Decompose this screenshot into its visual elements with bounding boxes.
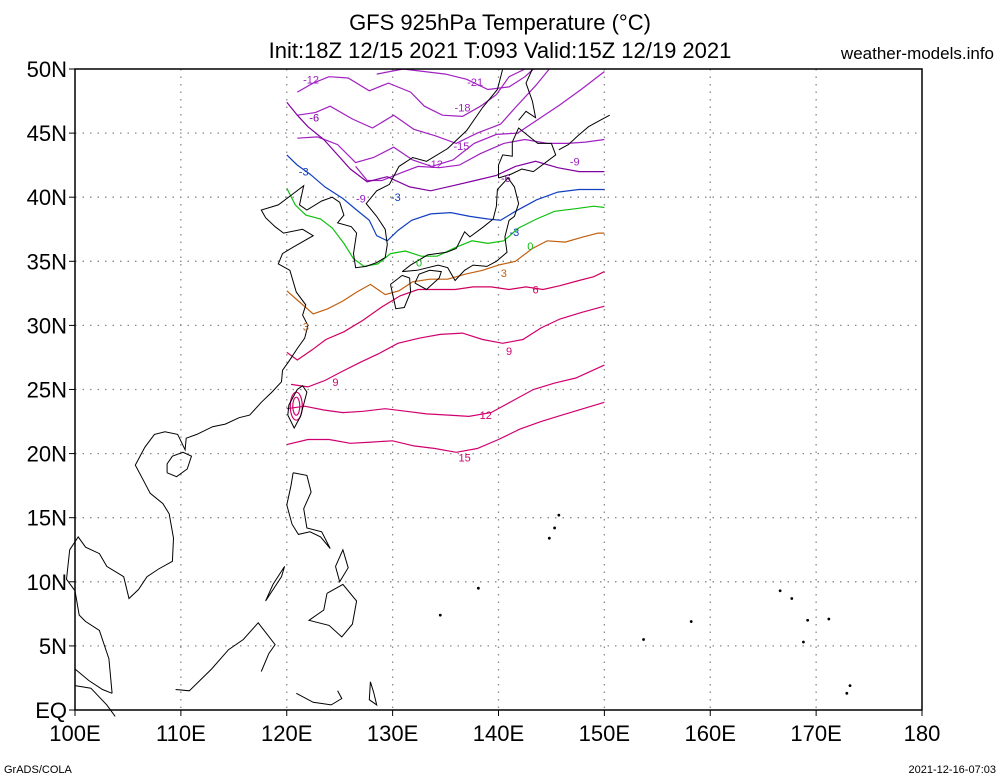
x-tick-label: 180	[904, 721, 941, 746]
footer-right: 2021-12-16-07:03	[909, 764, 996, 776]
contour-label: -15	[453, 141, 469, 153]
contour-label: 0	[416, 258, 422, 270]
contour-line	[297, 68, 526, 118]
y-tick-label: 40N	[27, 185, 67, 210]
x-tick-label: 100E	[49, 721, 100, 746]
island	[547, 536, 551, 540]
y-tick-label: EQ	[35, 698, 67, 723]
island	[848, 684, 852, 688]
y-tick-label: 25N	[27, 378, 67, 403]
coastline	[287, 384, 308, 430]
grid-lines	[75, 69, 922, 710]
map-subtitle: Init:18Z 12/15 2021 T:093 Valid:15Z 12/1…	[269, 38, 732, 63]
x-tick-label: 120E	[261, 721, 312, 746]
coastline	[296, 690, 343, 706]
island	[827, 617, 831, 621]
coastline	[401, 177, 520, 282]
contour-line	[355, 138, 605, 182]
island	[557, 513, 561, 517]
coastline	[498, 127, 557, 179]
contour-label: 3	[303, 322, 309, 334]
temperature-contours	[286, 68, 605, 453]
contour-label: -3	[391, 192, 401, 204]
x-tick-label: 160E	[685, 721, 736, 746]
contour-label: 9	[506, 346, 512, 358]
y-tick-label: 10N	[27, 570, 67, 595]
coastline	[390, 274, 412, 310]
contour-line	[297, 71, 605, 168]
coastline	[74, 685, 116, 717]
contour-line	[286, 271, 605, 361]
x-tick-label: 130E	[367, 721, 418, 746]
contour-line	[286, 364, 605, 418]
contour-labels: -21 -12 -18 -6 -15 -12 -9 -6 -3 -9 -3 -3 0 0 3 3 6 9 9 12 15	[299, 74, 580, 464]
contour-line	[290, 305, 605, 388]
y-tick-label: 35N	[27, 249, 67, 274]
x-tick-label: 140E	[473, 721, 524, 746]
footer-left: GrADS/COLA	[4, 764, 73, 776]
contour-label: -12	[427, 159, 443, 171]
map-title: GFS 925hPa Temperature (°C)	[349, 10, 651, 35]
contour-label: -6	[309, 113, 319, 125]
coastline	[307, 583, 358, 638]
contour-label: -3	[299, 167, 309, 179]
contour-line	[286, 101, 605, 192]
contour-line	[286, 187, 605, 268]
contour-label: -6	[501, 173, 511, 185]
coastline	[166, 451, 193, 478]
island	[778, 589, 782, 593]
contour-label: 3	[501, 268, 507, 280]
y-tick-label: 5N	[39, 634, 67, 659]
contour-label: -12	[303, 74, 319, 86]
contour-label: -9	[570, 156, 580, 168]
coastline	[65, 68, 504, 694]
y-tick-label: 20N	[27, 442, 67, 467]
contour-label: 15	[458, 452, 470, 464]
island	[438, 613, 442, 617]
island	[553, 526, 557, 530]
coastline	[265, 566, 286, 602]
axis-ticks: 100E 110E 120E 130E 140E 150E 160E 170E 180 50N 45…	[27, 57, 941, 746]
contour-label: -3	[509, 227, 519, 239]
coastline	[175, 622, 276, 692]
site-label: weather-models.info	[840, 44, 994, 63]
contour-line	[292, 396, 301, 416]
coastline	[368, 681, 378, 707]
contour-line	[297, 68, 550, 145]
island	[689, 620, 693, 623]
contour-label: -21	[467, 77, 483, 89]
contour-label: 6	[532, 285, 538, 297]
coastlines	[65, 68, 852, 717]
coastline	[518, 68, 537, 121]
contour-label: -9	[356, 193, 366, 205]
y-tick-label: 15N	[27, 506, 67, 531]
contour-label: -18	[455, 102, 471, 114]
x-tick-label: 110E	[156, 721, 206, 746]
coastline	[335, 548, 349, 584]
contour-line	[286, 232, 605, 315]
y-tick-label: 30N	[27, 313, 67, 338]
coastline	[74, 668, 113, 694]
x-tick-label: 150E	[579, 721, 630, 746]
contour-label: 0	[527, 241, 533, 253]
y-tick-label: 45N	[27, 121, 67, 146]
contour-line	[376, 68, 534, 91]
island	[802, 640, 805, 644]
island	[806, 618, 810, 622]
coastline	[286, 472, 331, 549]
contour-label: 12	[480, 410, 492, 422]
island	[476, 586, 480, 590]
island	[790, 597, 794, 600]
contour-label: 9	[332, 377, 338, 389]
contour-line	[286, 154, 605, 242]
island	[845, 691, 849, 695]
contour-line	[286, 401, 605, 453]
coastline	[414, 269, 442, 291]
island	[642, 638, 645, 641]
coastline	[558, 114, 610, 151]
y-tick-label: 50N	[27, 57, 67, 82]
x-tick-label: 170E	[790, 721, 841, 746]
